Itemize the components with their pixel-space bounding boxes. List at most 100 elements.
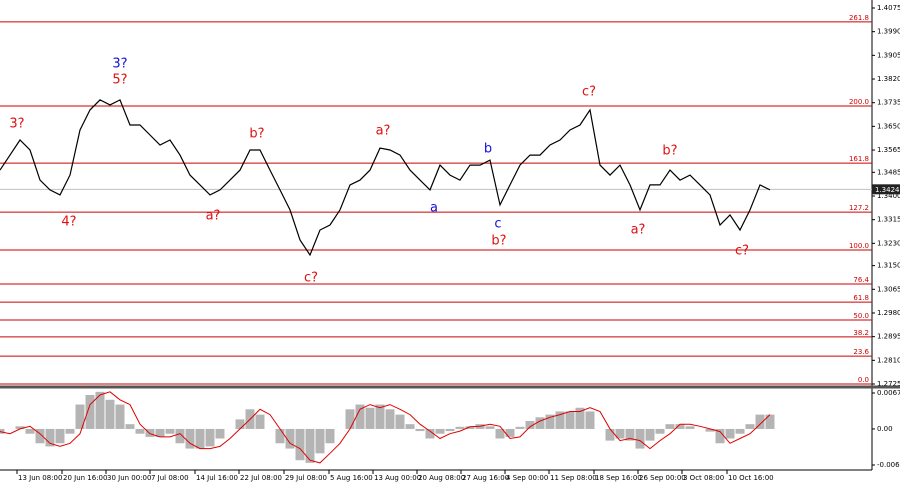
x-tick-label: 13 Aug 00:00	[374, 474, 421, 482]
y-tick-label: 1.3820	[877, 75, 900, 83]
histogram-bar	[305, 428, 315, 463]
y-tick-label: 1.3650	[877, 122, 900, 130]
histogram-bar	[525, 420, 535, 429]
wave-label: 3?	[9, 117, 24, 132]
x-tick-label: 13 Jun 08:00	[18, 474, 62, 482]
x-tick-label: 20 Aug 08:00	[418, 474, 465, 482]
wave-label: c?	[735, 243, 749, 258]
histogram-bar	[75, 404, 85, 429]
histogram-bar	[365, 407, 375, 429]
histogram-bar	[665, 424, 675, 429]
y-tick-label: 1.3065	[877, 285, 900, 293]
fib-label: 100.0	[849, 242, 869, 250]
fib-label: 0.0	[858, 376, 869, 384]
histogram-bar	[375, 404, 385, 429]
y-tick-label: 1.2810	[877, 356, 900, 364]
wave-label: a?	[206, 209, 221, 224]
histogram-bar	[605, 428, 615, 441]
y-tick-label: 0.00678	[877, 389, 900, 397]
histogram-bar	[285, 428, 295, 449]
histogram-bar	[565, 411, 575, 429]
histogram-bar	[685, 426, 695, 429]
x-tick-label: 4 Sep 00:00	[506, 474, 548, 482]
histogram-bar	[235, 419, 245, 429]
histogram-bar	[615, 428, 625, 439]
fib-label: 50.0	[853, 312, 869, 320]
fib-label: 61.8	[853, 294, 869, 302]
histogram-bar	[255, 414, 265, 429]
histogram-bar	[105, 399, 115, 429]
y-tick-label: -0.0068	[877, 461, 900, 469]
fib-label: 23.6	[853, 348, 869, 356]
current-price-box	[872, 184, 900, 195]
histogram-bar	[385, 409, 395, 429]
y-tick-label: 1.3230	[877, 239, 900, 247]
histogram-bar	[705, 428, 715, 432]
wave-label: a?	[376, 124, 391, 139]
x-tick-label: 30 Jun 00:00	[107, 474, 151, 482]
wave-label: c	[494, 217, 501, 232]
histogram-bar	[355, 404, 365, 429]
x-tick-label: 7 Jul 08:00	[151, 474, 189, 482]
histogram-bar	[415, 428, 425, 432]
histogram-bar	[135, 428, 145, 434]
histogram-bar	[345, 409, 355, 429]
histogram-bar	[95, 391, 105, 429]
histogram-bar	[35, 428, 45, 444]
histogram-bar	[185, 428, 195, 449]
wave-label: c?	[304, 270, 318, 285]
wave-label: b?	[249, 126, 264, 141]
histogram-bar	[545, 414, 555, 429]
wave-label: b?	[491, 234, 506, 249]
histogram-bar	[655, 428, 665, 434]
histogram-bar	[125, 424, 135, 429]
histogram-bar	[165, 428, 175, 434]
x-tick-label: 26 Sep 00:00	[639, 474, 686, 482]
histogram-bar	[85, 395, 95, 429]
histogram-bar	[515, 426, 525, 429]
wave-label: b	[484, 141, 492, 156]
histogram-bar	[155, 428, 165, 437]
x-tick-label: 11 Sep 08:00	[550, 474, 597, 482]
fib-label: 161.8	[849, 155, 869, 163]
fib-label: 127.2	[849, 204, 869, 212]
wave-label: a	[430, 200, 438, 215]
y-tick-label: 1.3315	[877, 216, 900, 224]
histogram-bar	[725, 428, 735, 439]
histogram-bar	[555, 411, 565, 429]
current-price-label: 1.3424	[875, 186, 900, 194]
x-tick-label: 22 Jul 08:00	[240, 474, 282, 482]
histogram-bar	[465, 426, 475, 429]
histogram-bar	[55, 428, 65, 444]
histogram-bar	[495, 428, 505, 439]
wave-label: 4?	[61, 214, 76, 229]
histogram-bar	[275, 428, 285, 444]
histogram-bar	[745, 424, 755, 429]
wave-label: c?	[582, 85, 596, 100]
histogram-bar	[145, 428, 155, 437]
histogram-bar	[325, 428, 335, 444]
fib-label: 200.0	[849, 98, 869, 106]
histogram-bar	[735, 428, 745, 434]
y-tick-label: 1.3735	[877, 99, 900, 107]
y-tick-label: 1.3485	[877, 168, 900, 176]
histogram-bar	[765, 414, 775, 429]
fib-label: 38.2	[853, 329, 869, 337]
x-tick-label: 18 Sep 16:00	[595, 474, 642, 482]
histogram-bar	[435, 428, 445, 434]
histogram-bar	[715, 428, 725, 444]
histogram-bar	[0, 428, 5, 434]
y-tick-label: 1.2895	[877, 333, 900, 341]
fib-label: 76.4	[853, 276, 869, 284]
histogram-bar	[195, 428, 205, 449]
x-tick-label: 20 Jun 16:00	[63, 474, 107, 482]
wave-label: b?	[662, 143, 677, 158]
price-line	[0, 99, 771, 257]
y-tick-label: 1.3150	[877, 262, 900, 270]
fib-label: 261.8	[849, 14, 869, 22]
histogram-bar	[215, 428, 225, 439]
wave-label: a?	[631, 222, 646, 237]
histogram-bar	[635, 428, 645, 449]
